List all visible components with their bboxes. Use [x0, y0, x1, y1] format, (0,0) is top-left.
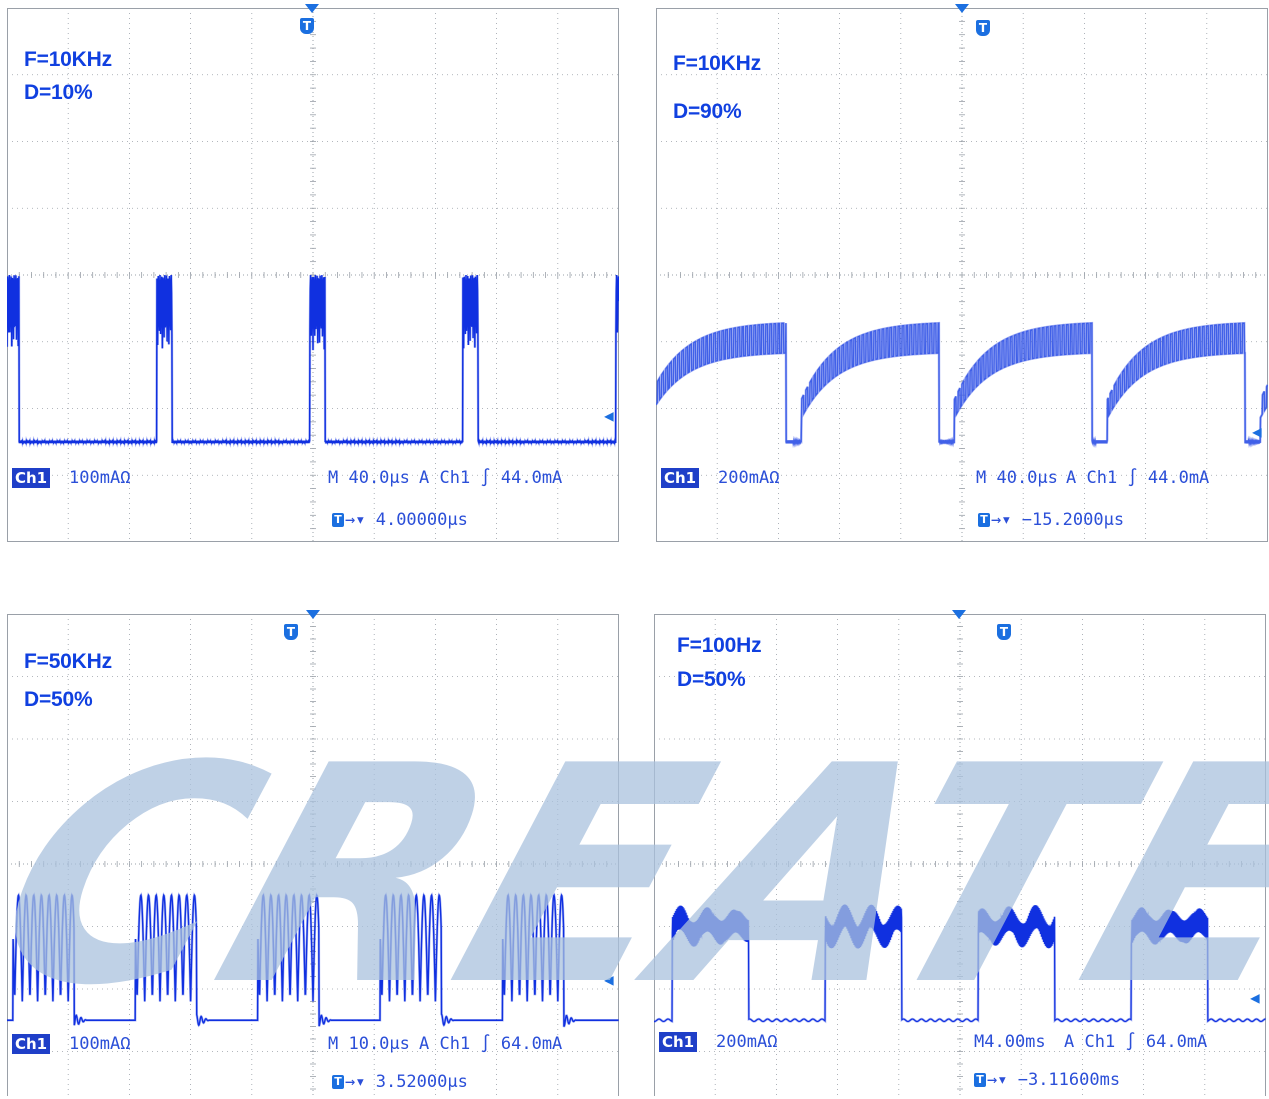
trigger-t-icon: T [974, 1073, 986, 1087]
waveform-trace [7, 274, 619, 446]
scope-plot-4 [654, 614, 1266, 1096]
scale-readout: 100mAΩ [69, 468, 131, 488]
trigger-t-icon: T [300, 18, 314, 34]
trigger-position-arrow-icon [306, 610, 320, 619]
frequency-annotation: F=10KHz [24, 48, 112, 71]
trace-group [7, 274, 619, 448]
timebase-readout: M 10.0µs [328, 1034, 410, 1054]
scope-plot-1 [7, 8, 619, 542]
left-arrow-icon: ◀ [604, 406, 614, 425]
waveform-trace [656, 322, 1268, 447]
scale-readout: 100mAΩ [69, 1034, 131, 1054]
left-arrow-icon: ◀ [1252, 422, 1262, 441]
scope-panel-2: T ◀ F=10KHz D=90% Ch1 200mAΩ M 40.0µs A … [656, 4, 1268, 542]
trigger-position-arrow-icon [955, 4, 969, 13]
trigger-readout: A Ch1 ∫ 64.0mA [1064, 1032, 1208, 1052]
channel-badge: Ch1 [659, 1032, 698, 1052]
trace-group [7, 892, 619, 1028]
trigger-t-icon: T [997, 624, 1011, 640]
trigger-readout: A Ch1 ∫ 44.0mA [419, 468, 563, 488]
left-arrow-icon: ◀ [1250, 988, 1260, 1007]
timebase-readout: M 40.0µs [976, 468, 1058, 488]
scope-panel-4: T ◀ F=100Hz D=50% Ch1 200mAΩ M4.00ms A C… [654, 610, 1266, 1096]
timebase-readout: M 40.0µs [328, 468, 410, 488]
graticule [7, 614, 619, 1096]
channel-badge: Ch1 [12, 468, 51, 488]
trigger-t-icon: T [284, 624, 298, 640]
frequency-annotation: F=10KHz [673, 52, 761, 75]
scale-readout: 200mAΩ [716, 1032, 778, 1052]
scale-readout: 200mAΩ [718, 468, 780, 488]
graticule [7, 8, 619, 542]
duty-annotation: D=10% [24, 81, 93, 104]
scope-panel-3: T ◀ F=50KHz D=50% Ch1 100mAΩ M 10.0µs A … [7, 610, 619, 1096]
trigger-offset-readout: T →▾ 3.52000µs [332, 1072, 468, 1092]
trigger-offset-readout: T →▾ 4.00000µs [332, 510, 468, 530]
duty-annotation: D=50% [24, 688, 93, 711]
trace-group [656, 321, 1268, 449]
trigger-offset-readout: T →▾ −15.2000µs [978, 510, 1124, 530]
duty-annotation: D=50% [677, 668, 746, 691]
graticule [654, 614, 1266, 1096]
trigger-readout: A Ch1 ∫ 44.0mA [1066, 468, 1210, 488]
scope-plot-3 [7, 614, 619, 1096]
trigger-t-icon: T [332, 513, 344, 527]
trigger-readout: A Ch1 ∫ 64.0mA [419, 1034, 563, 1054]
scope-panel-1: T ◀ F=10KHz D=10% Ch1 100mAΩ M 40.0µs A … [7, 4, 619, 542]
channel-badge: Ch1 [12, 1034, 51, 1054]
waveform-trace [654, 904, 1266, 1023]
frequency-annotation: F=100Hz [677, 634, 762, 657]
waveform-trace [7, 893, 619, 1027]
trace-group [654, 904, 1266, 1024]
trigger-t-icon: T [978, 513, 990, 527]
graticule [656, 8, 1268, 542]
frequency-annotation: F=50KHz [24, 650, 112, 673]
left-arrow-icon: ◀ [604, 970, 614, 989]
channel-badge: Ch1 [661, 468, 700, 488]
trigger-offset-readout: T →▾ −3.11600ms [974, 1070, 1120, 1090]
duty-annotation: D=90% [673, 100, 742, 123]
trigger-position-arrow-icon [305, 4, 319, 13]
timebase-readout: M4.00ms [974, 1032, 1046, 1052]
trigger-position-arrow-icon [952, 610, 966, 619]
trigger-t-icon: T [332, 1075, 344, 1089]
scope-plot-2 [656, 8, 1268, 542]
trigger-t-icon: T [976, 20, 990, 36]
